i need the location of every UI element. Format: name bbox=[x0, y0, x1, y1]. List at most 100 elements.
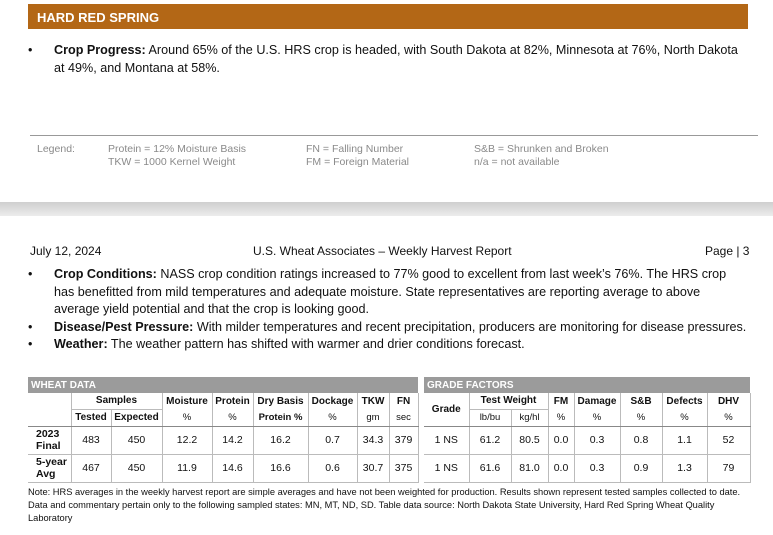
report-title: U.S. Wheat Associates – Weekly Harvest R… bbox=[253, 244, 512, 258]
bullet-crop-progress: • Crop Progress: Around 65% of the U.S. H… bbox=[28, 42, 748, 77]
col-header: DHV bbox=[707, 393, 751, 409]
table-row: 1 NS 61.6 81.0 0.0 0.3 0.9 1.3 79 bbox=[424, 454, 751, 483]
bullet-icon: • bbox=[28, 43, 33, 57]
bullet-icon: • bbox=[28, 267, 33, 281]
cell: 30.7 bbox=[357, 454, 390, 483]
legend-col-1: Protein = 12% Moisture Basis TKW = 1000 K… bbox=[108, 143, 246, 168]
cell: 11.9 bbox=[162, 454, 213, 483]
bullet-label: Weather: bbox=[54, 337, 108, 351]
legend-item: FM = Foreign Material bbox=[306, 155, 409, 168]
col-header: FM bbox=[548, 393, 575, 409]
cell: 0.7 bbox=[308, 426, 358, 455]
col-unit: % bbox=[707, 409, 751, 427]
page-break bbox=[0, 202, 773, 216]
legend-title: Legend: bbox=[37, 143, 75, 155]
col-unit: % bbox=[212, 409, 254, 427]
bullet-text: NASS crop condition ratings increased to… bbox=[54, 267, 727, 316]
section-title: HARD RED SPRING bbox=[28, 4, 748, 29]
col-unit: % bbox=[162, 409, 213, 427]
table-row: 5-year Avg 467 450 11.9 14.6 16.6 0.6 30.7 375 bbox=[28, 454, 419, 483]
col-unit: kg/hl bbox=[511, 409, 549, 427]
row-label: 2023 Final bbox=[28, 426, 72, 455]
bullet-text: The weather pattern has shifted with war… bbox=[107, 337, 525, 351]
divider bbox=[30, 135, 758, 136]
wheat-data-table: WHEAT DATA Samples Moisture Protein Dry Ba… bbox=[28, 377, 419, 483]
legend-item: S&B = Shrunken and Broken bbox=[474, 143, 609, 155]
cell: 16.2 bbox=[253, 426, 309, 455]
bullet-icon: • bbox=[28, 319, 33, 334]
cell: 0.3 bbox=[574, 454, 621, 483]
cell: 61.2 bbox=[469, 426, 512, 455]
cell: 12.2 bbox=[162, 426, 213, 455]
bullet-crop-conditions: • Crop Conditions: NASS crop condition ra… bbox=[28, 266, 748, 319]
cell: 1 NS bbox=[424, 426, 470, 455]
cell: 61.6 bbox=[469, 454, 512, 483]
cell: 0.0 bbox=[548, 426, 575, 455]
cell: 0.6 bbox=[308, 454, 358, 483]
col-unit: % bbox=[662, 409, 708, 427]
grade-factors-table: GRADE FACTORS Grade Test Weight FM Damage S… bbox=[424, 377, 751, 483]
page-number: Page | 3 bbox=[705, 244, 750, 258]
legend-item: TKW = 1000 Kernel Weight bbox=[108, 155, 236, 168]
col-unit: % bbox=[620, 409, 663, 427]
cell: 1.3 bbox=[662, 454, 708, 483]
col-unit: % bbox=[308, 409, 358, 427]
col-header: Damage bbox=[574, 393, 621, 409]
bullet-text: Around 65% of the U.S. HRS crop is heade… bbox=[54, 43, 738, 75]
cell: 1 NS bbox=[424, 454, 470, 483]
table-caption: WHEAT DATA bbox=[28, 377, 419, 393]
col-unit: % bbox=[548, 409, 575, 427]
cell: 450 bbox=[111, 454, 163, 483]
legend-item: n/a = not available bbox=[474, 155, 560, 168]
col-header: Samples bbox=[71, 393, 163, 410]
cell: 379 bbox=[389, 426, 419, 455]
bullet-label: Crop Conditions: bbox=[54, 267, 157, 281]
cell: 450 bbox=[111, 426, 163, 455]
cell: 81.0 bbox=[511, 454, 549, 483]
bullet-label: Crop Progress: bbox=[54, 43, 146, 57]
legend-item: Protein = 12% Moisture Basis bbox=[108, 143, 247, 155]
col-header: TKW bbox=[357, 393, 390, 409]
cell: 1.1 bbox=[662, 426, 708, 455]
cell: 16.6 bbox=[253, 454, 309, 483]
table-row: 1 NS 61.2 80.5 0.0 0.3 0.8 1.1 52 bbox=[424, 426, 751, 455]
cell: 0.0 bbox=[548, 454, 575, 483]
cell: 0.8 bbox=[620, 426, 663, 455]
legend-item: FN = Falling Number bbox=[306, 143, 404, 155]
col-header: Protein bbox=[212, 393, 254, 409]
col-header: Moisture bbox=[162, 393, 213, 409]
cell: 52 bbox=[707, 426, 751, 455]
bullet-weather: • Weather: The weather pattern has shifte… bbox=[28, 336, 748, 354]
bullet-text: With milder temperatures and recent prec… bbox=[193, 319, 747, 334]
col-header: Expected bbox=[111, 409, 163, 427]
col-header: Dockage bbox=[308, 393, 358, 409]
col-header: Grade bbox=[424, 393, 470, 427]
cell: 375 bbox=[389, 454, 419, 483]
row-label: 5-year Avg bbox=[28, 454, 72, 483]
col-header: Test Weight bbox=[469, 393, 549, 410]
bullet-list: • Crop Conditions: NASS crop condition ra… bbox=[28, 266, 748, 354]
report-date: July 12, 2024 bbox=[30, 244, 102, 258]
col-unit: Protein % bbox=[253, 409, 309, 427]
cell: 80.5 bbox=[511, 426, 549, 455]
col-header: Dry Basis bbox=[253, 393, 309, 409]
legend-col-2: FN = Falling Number FM = Foreign Material bbox=[306, 143, 409, 168]
col-header: Defects bbox=[662, 393, 708, 409]
cell: 79 bbox=[707, 454, 751, 483]
cell: 34.3 bbox=[357, 426, 390, 455]
col-header: FN bbox=[389, 393, 419, 409]
cell: 467 bbox=[71, 454, 112, 483]
legend-col-3: S&B = Shrunken and Broken n/a = not avail… bbox=[474, 143, 609, 168]
table-row: 2023 Final 483 450 12.2 14.2 16.2 0.7 34.3 379 bbox=[28, 426, 419, 455]
cell: 0.9 bbox=[620, 454, 663, 483]
cell: 0.3 bbox=[574, 426, 621, 455]
col-unit: % bbox=[574, 409, 621, 427]
bullet-label: Disease/Pest Pressure: bbox=[54, 319, 194, 334]
col-unit: sec bbox=[389, 409, 419, 427]
cell: 483 bbox=[71, 426, 112, 455]
table-note: Note: HRS averages in the weekly harvest… bbox=[28, 487, 741, 523]
bullet-icon: • bbox=[28, 337, 33, 351]
table-caption: GRADE FACTORS bbox=[424, 377, 750, 393]
cell: 14.2 bbox=[212, 426, 254, 455]
col-header: Tested bbox=[71, 409, 112, 427]
